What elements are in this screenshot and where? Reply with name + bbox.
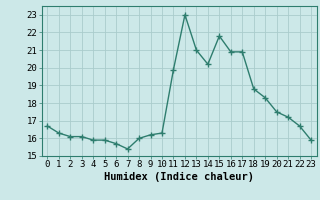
X-axis label: Humidex (Indice chaleur): Humidex (Indice chaleur) <box>104 172 254 182</box>
